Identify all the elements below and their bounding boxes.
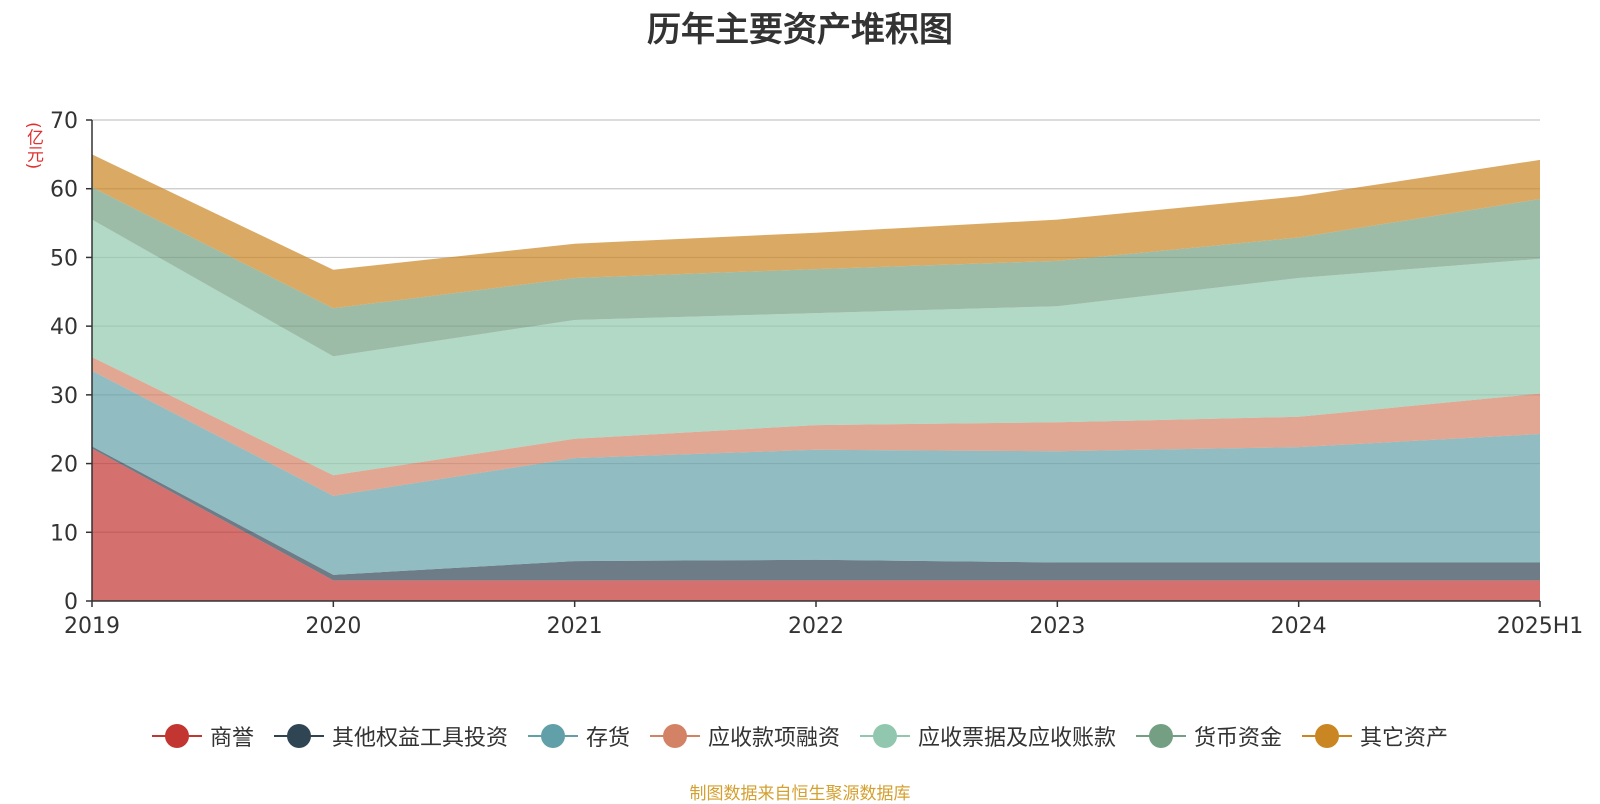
- legend-item[interactable]: 应收款项融资: [649, 720, 840, 752]
- x-tick-label: 2021: [547, 614, 603, 639]
- area-series-2: [92, 446, 1540, 581]
- x-tick-label: 2022: [788, 614, 844, 639]
- legend-item[interactable]: 存货: [527, 720, 630, 752]
- x-tick-label: 2024: [1271, 614, 1327, 639]
- legend: 商誉 其他权益工具投资 存货 应收款项融资 应收票据及应收账款 货币资金 其它资产: [0, 720, 1600, 752]
- y-tick-label: 20: [50, 453, 78, 478]
- legend-marker-icon: [860, 724, 910, 748]
- y-tick-label: 0: [64, 590, 78, 615]
- area-series-6: [92, 187, 1540, 357]
- legend-label: 应收票据及应收账款: [918, 726, 1117, 751]
- legend-item[interactable]: 其他权益工具投资: [273, 720, 508, 752]
- legend-label: 货币资金: [1194, 726, 1283, 751]
- area-series: [92, 154, 1540, 601]
- legend-item[interactable]: 货币资金: [1136, 720, 1282, 752]
- legend-label: 存货: [585, 726, 630, 751]
- legend-label: 商誉: [209, 726, 254, 751]
- legend-marker-icon: [527, 724, 578, 748]
- legend-label: 应收款项融资: [707, 726, 840, 751]
- axes: [86, 119, 1541, 607]
- legend-item[interactable]: 商誉: [151, 720, 254, 752]
- y-tick-label: 30: [50, 384, 78, 409]
- legend-marker-icon: [273, 724, 324, 748]
- x-tick-label: 2019: [64, 614, 120, 639]
- y-axis-unit: (亿元): [23, 122, 43, 170]
- y-tick-label: 70: [50, 109, 78, 134]
- x-tick-label: 2023: [1029, 614, 1085, 639]
- chart-title: 历年主要资产堆积图: [647, 10, 953, 50]
- area-series-7: [92, 154, 1540, 309]
- stacked-area-chart: 0 10 20 30 40 50 60 70 2019 2020 2021 2022 2023 2024 2…: [50, 109, 1583, 639]
- legend-marker-icon: [649, 724, 700, 748]
- area-series-5: [92, 219, 1540, 476]
- area-series-4: [92, 357, 1540, 496]
- area-series-1: [92, 448, 1540, 601]
- legend-label: 其它资产: [1360, 726, 1449, 751]
- legend-marker-icon: [151, 724, 202, 748]
- x-tick-label: 2020: [305, 614, 361, 639]
- source-note: 制图数据来自恒生聚源数据库: [689, 784, 911, 804]
- y-tick-label: 10: [50, 521, 78, 546]
- legend-item[interactable]: 其它资产: [1302, 720, 1448, 752]
- y-tick-label: 60: [50, 178, 78, 203]
- x-tick-label: 2025H1: [1497, 614, 1584, 639]
- y-tick-label: 50: [50, 246, 78, 271]
- area-series-3: [92, 370, 1540, 575]
- tick-labels: 0 10 20 30 40 50 60 70 2019 2020 2021 2022 2023 2024 2…: [50, 109, 1583, 639]
- y-tick-label: 40: [50, 315, 78, 340]
- legend-marker-icon: [1136, 724, 1187, 748]
- legend-label: 其他权益工具投资: [331, 726, 508, 751]
- legend-item[interactable]: 应收票据及应收账款: [860, 720, 1116, 752]
- legend-marker-icon: [1302, 724, 1353, 748]
